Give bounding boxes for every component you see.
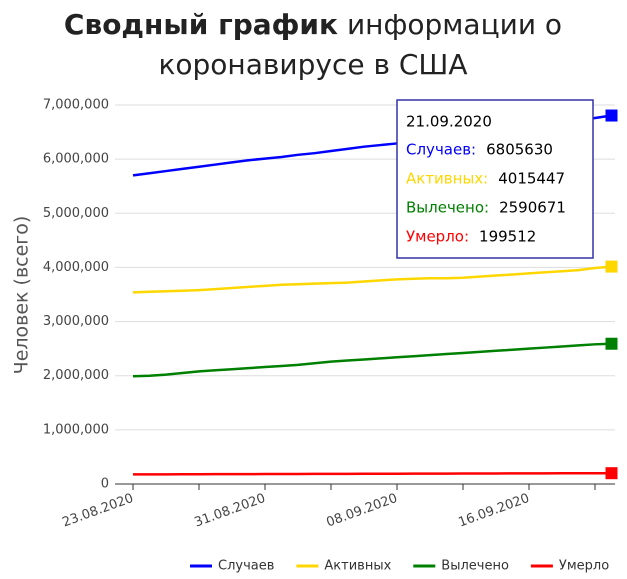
- x-tick-label: 31.08.2020: [192, 491, 267, 531]
- end-marker: [605, 260, 618, 273]
- end-marker: [605, 337, 618, 350]
- tooltip-value: 4015447: [498, 170, 565, 188]
- tooltip-value: 199512: [479, 228, 536, 246]
- y-tick-label: 6,000,000: [43, 152, 109, 167]
- chart-title: Сводный график информации о: [64, 8, 562, 41]
- series-line: [132, 342, 612, 378]
- tooltip-date: 21.09.2020: [406, 113, 492, 131]
- x-tick-label: 16.09.2020: [456, 491, 531, 531]
- y-tick-label: 1,000,000: [43, 422, 109, 437]
- legend-label: Случаев: [218, 559, 274, 574]
- tooltip-label: Умерло:: [406, 228, 469, 246]
- legend-label: Вылечено: [441, 559, 509, 574]
- tooltip-box: [396, 99, 594, 259]
- x-tick-label: 08.09.2020: [324, 491, 399, 531]
- series-line: [132, 471, 612, 476]
- tooltip-label: Вылечено:: [406, 199, 489, 217]
- tooltip-value: 6805630: [486, 141, 553, 159]
- tooltip-label: Случаев:: [406, 141, 476, 159]
- title-part: информации о: [347, 8, 562, 41]
- series-line: [132, 265, 612, 294]
- end-marker: [605, 467, 618, 480]
- x-tick-label: 23.08.2020: [60, 491, 135, 531]
- tooltip-value: 2590671: [499, 199, 566, 217]
- y-tick-label: 0: [101, 477, 109, 492]
- y-axis-label: Человек (всего): [11, 216, 33, 375]
- legend-label: Активных: [324, 559, 391, 574]
- end-marker: [605, 109, 618, 122]
- y-tick-label: 2,000,000: [43, 368, 109, 383]
- y-tick-label: 5,000,000: [43, 206, 109, 221]
- legend-label: Умерло: [559, 559, 609, 574]
- y-tick-label: 7,000,000: [43, 98, 109, 113]
- y-tick-label: 3,000,000: [43, 314, 109, 329]
- title-bold: Сводный график: [64, 8, 338, 41]
- y-tick-label: 4,000,000: [43, 260, 109, 275]
- tooltip-label: Активных:: [406, 170, 488, 188]
- chart-title: коронавирусе в США: [158, 48, 467, 81]
